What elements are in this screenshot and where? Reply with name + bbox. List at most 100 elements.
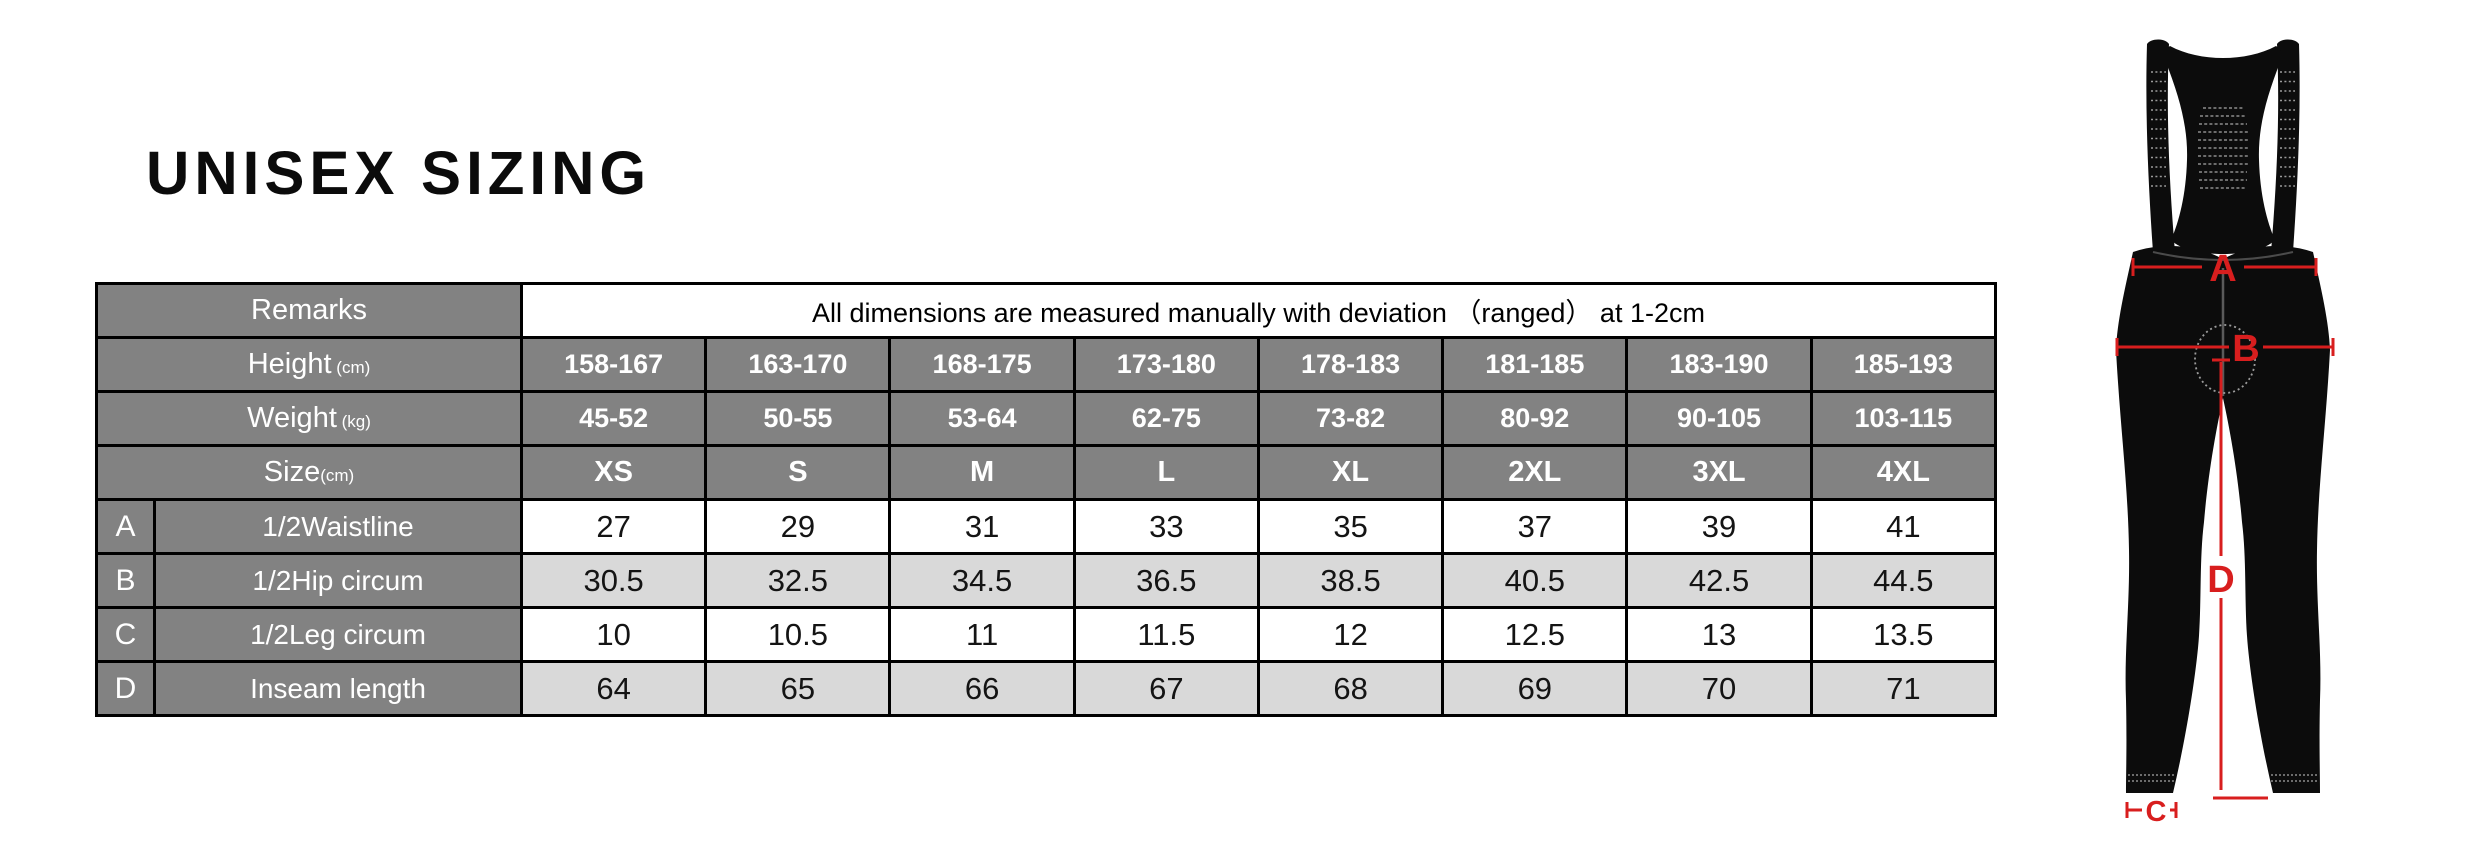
measurement-label-a: A bbox=[2209, 248, 2236, 290]
measure-value-cell: 69 bbox=[1441, 660, 1629, 717]
weight-label: Weight bbox=[247, 402, 337, 434]
measure-value-cell: 65 bbox=[704, 660, 892, 717]
measure-value-cell: 34.5 bbox=[888, 552, 1076, 609]
measurement-label-d: D bbox=[2207, 559, 2234, 601]
height-value-cell: 185-193 bbox=[1809, 336, 1998, 393]
measurement-line-d bbox=[2212, 358, 2268, 800]
measurement-label-c: C bbox=[2146, 796, 2167, 828]
height-label: Height bbox=[247, 348, 332, 380]
remarks-row: Remarks All dimensions are measured manu… bbox=[94, 282, 1997, 339]
garment-shapes bbox=[2116, 39, 2330, 793]
height-row: Height (cm) 158-167 163-170 168-175 173-… bbox=[94, 336, 1998, 393]
measure-value-cell: 11 bbox=[888, 606, 1076, 663]
panel-stitches bbox=[2198, 107, 2248, 189]
sizing-table: Remarks All dimensions are measured manu… bbox=[94, 282, 1998, 717]
measure-value-cell: 44.5 bbox=[1809, 552, 1998, 609]
measure-value-cell: 68 bbox=[1256, 660, 1445, 717]
measure-value-cell: 70 bbox=[1625, 660, 1813, 717]
measure-value-cell: 64 bbox=[520, 660, 708, 717]
weight-value-cell: 103-115 bbox=[1809, 390, 1998, 447]
size-unit: (cm) bbox=[320, 466, 355, 485]
bib-tights-illustration: A B D C bbox=[2115, 39, 2335, 828]
measure-value-cell: 42.5 bbox=[1625, 552, 1813, 609]
size-value-cell: 2XL bbox=[1441, 444, 1629, 501]
measurement-line-b bbox=[2115, 338, 2335, 356]
row-letter-cell: A bbox=[95, 498, 156, 555]
weight-value-cell: 73-82 bbox=[1256, 390, 1445, 447]
chamois-pad-outline bbox=[2194, 324, 2256, 394]
stitch-details bbox=[2128, 71, 2318, 782]
measure-value-cell: 30.5 bbox=[520, 552, 708, 609]
row-letter-cell: B bbox=[95, 552, 156, 609]
weight-label-cell: Weight (kg) bbox=[94, 390, 524, 447]
size-value-cell: XL bbox=[1256, 444, 1445, 501]
measure-value-cell: 11.5 bbox=[1072, 606, 1260, 663]
height-value-cell: 178-183 bbox=[1256, 336, 1445, 393]
measurement-line-c bbox=[2125, 802, 2178, 818]
measure-value-cell: 10 bbox=[520, 606, 708, 663]
measurement-line-a bbox=[2131, 258, 2318, 276]
weight-value-cell: 50-55 bbox=[704, 390, 892, 447]
inseam-row: D Inseam length 64 65 66 67 68 69 70 71 bbox=[95, 660, 1998, 717]
weight-value-cell: 53-64 bbox=[888, 390, 1076, 447]
measure-value-cell: 39 bbox=[1625, 498, 1813, 555]
weight-value-cell: 90-105 bbox=[1625, 390, 1813, 447]
measure-value-cell: 40.5 bbox=[1441, 552, 1629, 609]
leg-row: C 1/2Leg circum 10 10.5 11 11.5 12 12.5 … bbox=[95, 606, 1998, 663]
measure-value-cell: 37 bbox=[1441, 498, 1629, 555]
measurement-lines bbox=[2115, 258, 2335, 818]
row-label-cell: 1/2Waistline bbox=[152, 498, 524, 555]
height-value-cell: 183-190 bbox=[1625, 336, 1813, 393]
size-value-cell: L bbox=[1072, 444, 1260, 501]
size-value-cell: M bbox=[888, 444, 1076, 501]
height-value-cell: 168-175 bbox=[888, 336, 1076, 393]
measure-value-cell: 32.5 bbox=[704, 552, 892, 609]
height-unit: (cm) bbox=[331, 358, 371, 377]
measure-value-cell: 13 bbox=[1625, 606, 1813, 663]
size-value-cell: 4XL bbox=[1809, 444, 1998, 501]
hip-row: B 1/2Hip circum 30.5 32.5 34.5 36.5 38.5… bbox=[95, 552, 1998, 609]
measure-value-cell: 67 bbox=[1072, 660, 1260, 717]
row-label-cell: Inseam length bbox=[152, 660, 524, 717]
waistband-seam bbox=[2152, 251, 2294, 261]
row-label-cell: 1/2Leg circum bbox=[152, 606, 524, 663]
height-value-cell: 163-170 bbox=[704, 336, 892, 393]
height-value-cell: 173-180 bbox=[1072, 336, 1260, 393]
height-value-cell: 158-167 bbox=[520, 336, 708, 393]
bib-back-panel bbox=[2164, 46, 2282, 254]
left-strap bbox=[2146, 39, 2175, 252]
measure-value-cell: 13.5 bbox=[1809, 606, 1998, 663]
measure-value-cell: 27 bbox=[520, 498, 708, 555]
weight-value-cell: 80-92 bbox=[1441, 390, 1629, 447]
waistline-row: A 1/2Waistline 27 29 31 33 35 37 39 41 bbox=[95, 498, 1998, 555]
weight-row: Weight (kg) 45-52 50-55 53-64 62-75 73-8… bbox=[94, 390, 1998, 447]
measure-value-cell: 29 bbox=[704, 498, 892, 555]
size-label: Size bbox=[263, 456, 321, 488]
measure-value-cell: 35 bbox=[1256, 498, 1445, 555]
measure-value-cell: 41 bbox=[1809, 498, 1998, 555]
row-label-cell: 1/2Hip circum bbox=[152, 552, 524, 609]
size-row: Size(cm) XS S M L XL 2XL 3XL 4XL bbox=[94, 444, 1998, 501]
measure-value-cell: 71 bbox=[1809, 660, 1998, 717]
measure-value-cell: 33 bbox=[1072, 498, 1260, 555]
measure-value-cell: 36.5 bbox=[1072, 552, 1260, 609]
weight-value-cell: 45-52 bbox=[520, 390, 708, 447]
height-label-cell: Height (cm) bbox=[94, 336, 524, 393]
row-letter-cell: C bbox=[95, 606, 156, 663]
remarks-label-cell: Remarks bbox=[94, 282, 524, 339]
remarks-text-cell: All dimensions are measured manually wit… bbox=[520, 282, 1997, 339]
size-value-cell: XS bbox=[520, 444, 708, 501]
size-label-cell: Size(cm) bbox=[94, 444, 524, 501]
measure-value-cell: 31 bbox=[888, 498, 1076, 555]
measure-value-cell: 12.5 bbox=[1441, 606, 1629, 663]
measure-value-cell: 10.5 bbox=[704, 606, 892, 663]
height-value-cell: 181-185 bbox=[1441, 336, 1629, 393]
measure-value-cell: 38.5 bbox=[1256, 552, 1445, 609]
measurement-label-b: B bbox=[2232, 328, 2259, 370]
right-strap bbox=[2271, 39, 2300, 252]
row-letter-cell: D bbox=[95, 660, 156, 717]
page-title: UNISEX SIZING bbox=[146, 139, 652, 208]
measure-value-cell: 12 bbox=[1256, 606, 1445, 663]
measure-value-cell: 66 bbox=[888, 660, 1076, 717]
